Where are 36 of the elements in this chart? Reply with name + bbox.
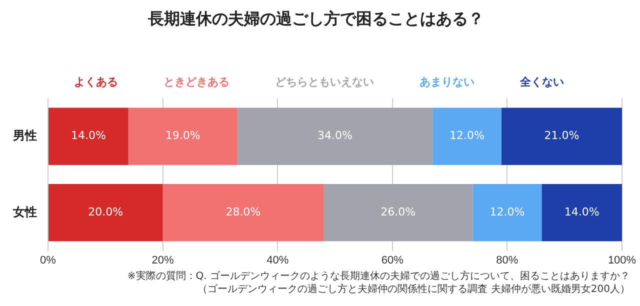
series-label: よくある: [74, 76, 118, 89]
bar: [48, 184, 163, 242]
data-label: 20.0%: [88, 206, 124, 219]
data-label: 34.0%: [318, 129, 352, 142]
bar: [472, 184, 542, 242]
data-label: 12.0%: [450, 129, 484, 142]
data-label: 28.0%: [226, 206, 261, 219]
series-label: 全くない: [518, 76, 564, 89]
bar: [162, 184, 324, 242]
text: （ゴールデンウィークの過ごし方と夫婦仲の関係性に関する調査 夫婦仲が悪い既婚男女200人）: [196, 283, 630, 296]
x-tick-label: 20%: [152, 254, 174, 266]
series-label: ときどきある: [163, 76, 230, 89]
y-tick-label: 男性: [12, 128, 37, 143]
text: ※実際の質問：Q. ゴールデンウィークのような長期連休の夫婦での過ごし方について、困ることはありますか？: [126, 270, 630, 283]
y-tick-label: 女性: [12, 204, 37, 219]
data-label: 19.0%: [165, 129, 200, 142]
series-label: どちらともいえない: [274, 76, 374, 89]
bar: [432, 108, 502, 165]
data-label: 26.0%: [380, 206, 416, 219]
chart-title: 長期連休の夫婦の過ごし方で困ることはある？: [147, 9, 484, 28]
series-label: あまりない: [419, 76, 474, 89]
x-tick-label: 80%: [496, 254, 518, 266]
data-label: 21.0%: [544, 129, 580, 142]
bar: [128, 108, 238, 165]
bar: [48, 108, 128, 165]
x-tick-label: 0%: [40, 254, 56, 266]
bar: [324, 184, 473, 242]
x-tick-label: 60%: [381, 254, 404, 266]
data-label: 12.0%: [490, 206, 525, 219]
x-tick-label: 40%: [266, 254, 289, 266]
bar: [542, 184, 622, 242]
data-label: 14.0%: [70, 129, 106, 142]
bar: [237, 108, 433, 165]
x-tick-label: 100%: [608, 254, 636, 266]
data-label: 14.0%: [564, 206, 600, 219]
bar: [501, 108, 622, 165]
